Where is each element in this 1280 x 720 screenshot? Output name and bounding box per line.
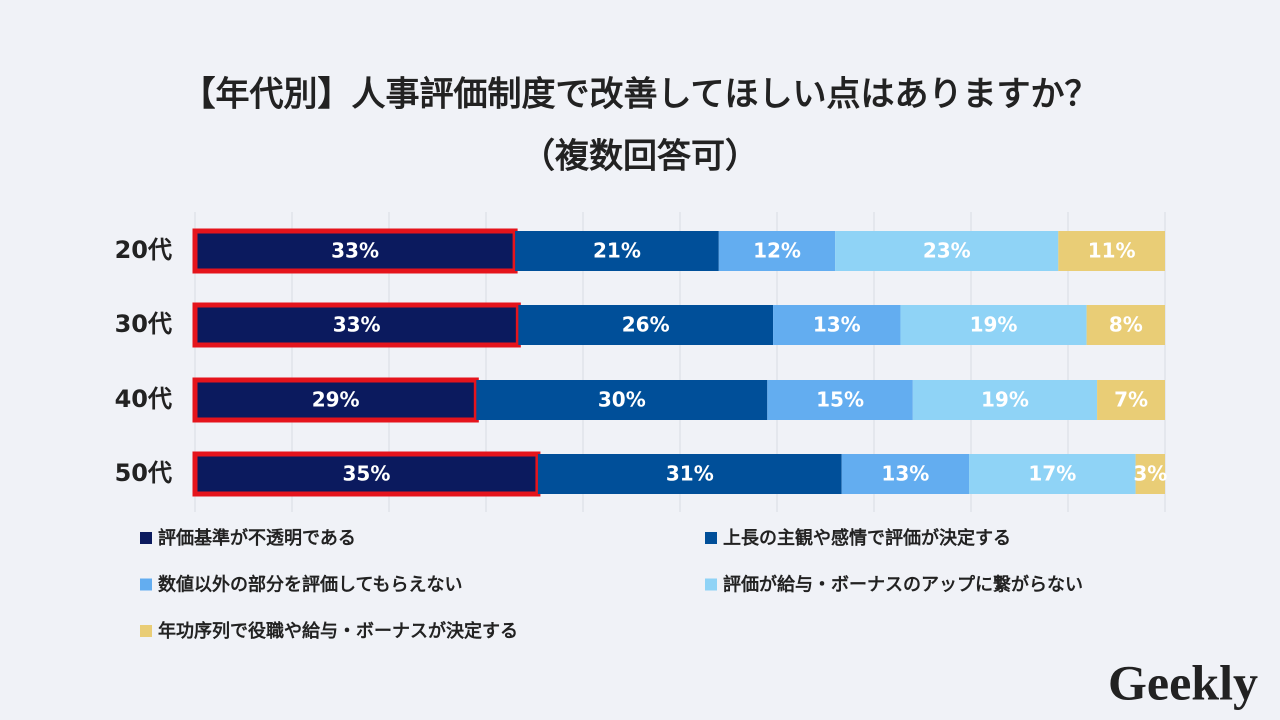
bar-segment [900, 305, 1087, 345]
bar-segment [841, 454, 970, 494]
bar-segment [195, 231, 516, 271]
legend-label: 年功序列で役職や給与・ボーナスが決定する [158, 620, 518, 642]
bar-segment [969, 454, 1136, 494]
bar-segment [767, 380, 913, 420]
legend-swatch [140, 625, 152, 637]
bar-segment [1058, 231, 1165, 271]
bar-segment [835, 231, 1059, 271]
legend-label: 評価が給与・ボーナスのアップに繋がらない [723, 574, 1083, 596]
value-label: 7% [1114, 388, 1148, 412]
value-label: 13% [881, 462, 929, 486]
bar-segment [537, 454, 842, 494]
bar-segment [912, 380, 1098, 420]
bar-segment [1097, 380, 1165, 420]
bar-segment [1086, 305, 1165, 345]
bar-segment [518, 305, 774, 345]
bar-segment [195, 380, 477, 420]
value-label: 11% [1088, 239, 1136, 263]
value-label: 29% [312, 388, 360, 412]
category-label: 50代 [115, 459, 172, 487]
legend-label: 評価基準が不透明である [158, 527, 356, 549]
category-label: 30代 [115, 310, 172, 338]
value-label: 13% [813, 313, 861, 337]
value-label: 19% [981, 388, 1029, 412]
legend-label: 上長の主観や感情で評価が決定する [723, 527, 1011, 549]
chart-title: 【年代別】人事評価制度で改善してほしい点はありますか？ [182, 75, 1099, 115]
bar-segment [476, 380, 768, 420]
value-label: 21% [593, 239, 641, 263]
value-label: 31% [666, 462, 714, 486]
legend-swatch [140, 532, 152, 544]
value-label: 35% [343, 462, 391, 486]
bar-segment [195, 305, 519, 345]
chart-subtitle: （複数回答可） [521, 137, 759, 177]
value-label: 3% [1133, 462, 1167, 486]
bar-segment [195, 454, 538, 494]
legend-label: 数値以外の部分を評価してもらえない [158, 574, 463, 596]
value-label: 30% [598, 388, 646, 412]
legend-swatch [140, 578, 152, 591]
bar-segment [515, 231, 719, 271]
value-label: 33% [331, 239, 379, 263]
legend-swatch [705, 532, 717, 544]
value-label: 12% [753, 239, 801, 263]
category-label: 20代 [115, 236, 172, 264]
value-label: 33% [333, 313, 381, 337]
category-label: 40代 [115, 385, 172, 413]
value-label: 15% [816, 388, 864, 412]
logo: Geekly [1108, 654, 1258, 710]
value-label: 26% [622, 313, 670, 337]
value-label: 17% [1028, 462, 1076, 486]
bar-segment [718, 231, 836, 271]
bar-segment [1135, 454, 1165, 494]
legend-swatch [705, 578, 717, 591]
bar-segment [773, 305, 901, 345]
value-label: 19% [970, 313, 1018, 337]
value-label: 8% [1109, 313, 1143, 337]
value-label: 23% [923, 239, 971, 263]
